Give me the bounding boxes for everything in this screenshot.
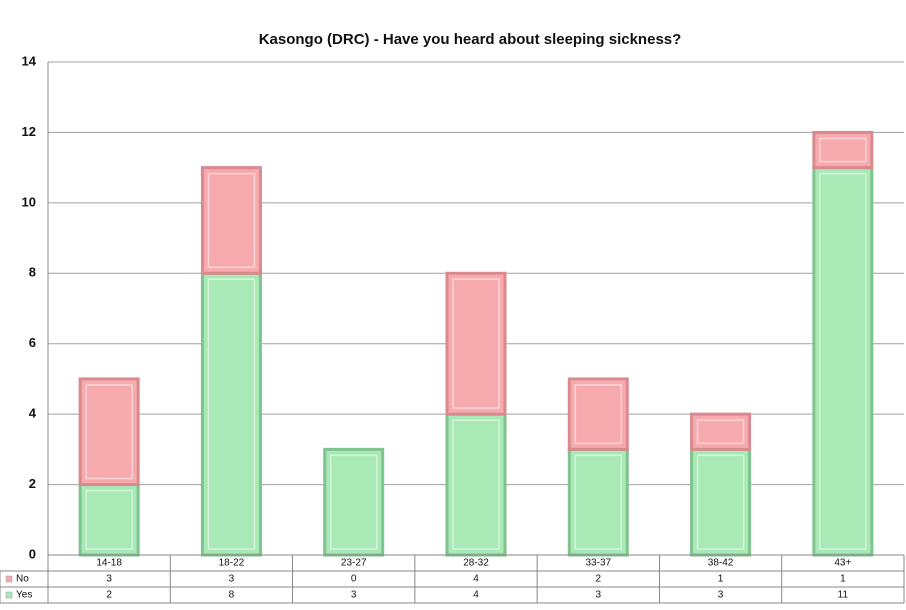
x-tick-label: 14-18: [96, 558, 122, 569]
y-tick-label: 10: [22, 194, 36, 209]
x-tick-label: 38-42: [708, 558, 734, 569]
bar-bevel: [574, 454, 623, 550]
y-tick-label: 8: [29, 265, 36, 280]
table-value: 4: [473, 574, 479, 585]
y-tick-label: 4: [29, 406, 37, 421]
y-tick-label: 2: [29, 476, 36, 491]
bar-bevel: [207, 278, 256, 550]
bar-bevel: [207, 172, 256, 269]
table-value: 8: [229, 590, 235, 601]
bar-segment: [200, 271, 262, 557]
bar-segment: [690, 447, 752, 557]
y-tick-label: 0: [29, 546, 36, 561]
y-tick-label: 12: [22, 124, 36, 139]
x-tick-label: 33-37: [585, 558, 611, 569]
x-tick-label: 18-22: [219, 558, 245, 569]
bar-segment: [445, 412, 507, 557]
table-value: 11: [838, 590, 849, 601]
chart-title: Kasongo (DRC) - Have you heard about sle…: [259, 31, 682, 48]
x-tick-label: 28-32: [463, 558, 489, 569]
bar-bevel: [452, 419, 500, 550]
bar-bevel: [819, 137, 867, 163]
bar-segment: [567, 447, 629, 557]
bar-segment: [812, 166, 874, 557]
y-tick-label: 6: [29, 335, 36, 350]
table-value: 3: [229, 574, 235, 585]
bar-segment: [78, 483, 140, 557]
x-tick-label: 43+: [834, 558, 851, 569]
table-value: 2: [106, 590, 112, 601]
bar-segment: [78, 377, 140, 487]
table-value: 1: [840, 574, 846, 585]
bar-bevel: [696, 419, 745, 445]
bar-bevel: [85, 384, 133, 480]
legend-swatch: [5, 575, 13, 583]
bar-bevel: [819, 172, 867, 550]
table-value: 1: [718, 574, 724, 585]
table-value: 3: [718, 590, 724, 601]
legend-label: Yes: [16, 590, 32, 601]
legend-swatch: [5, 591, 13, 599]
bar-bevel: [85, 489, 133, 550]
bar-segment: [445, 271, 507, 416]
x-tick-label: 23-27: [341, 558, 367, 569]
table-value: 0: [351, 574, 357, 585]
bar-segment: [323, 447, 385, 557]
bar-bevel: [696, 454, 745, 550]
table-value: 2: [596, 574, 602, 585]
bar-bevel: [329, 454, 378, 550]
table-value: 3: [596, 590, 602, 601]
table-value: 3: [106, 574, 112, 585]
table-value: 4: [473, 590, 479, 601]
bar-segment: [200, 166, 262, 275]
y-tick-label: 14: [22, 53, 37, 68]
bar-bevel: [452, 278, 500, 409]
bar-bevel: [574, 384, 623, 445]
bar-segment: [567, 377, 629, 451]
legend-label: No: [16, 574, 29, 585]
table-value: 3: [351, 590, 357, 601]
